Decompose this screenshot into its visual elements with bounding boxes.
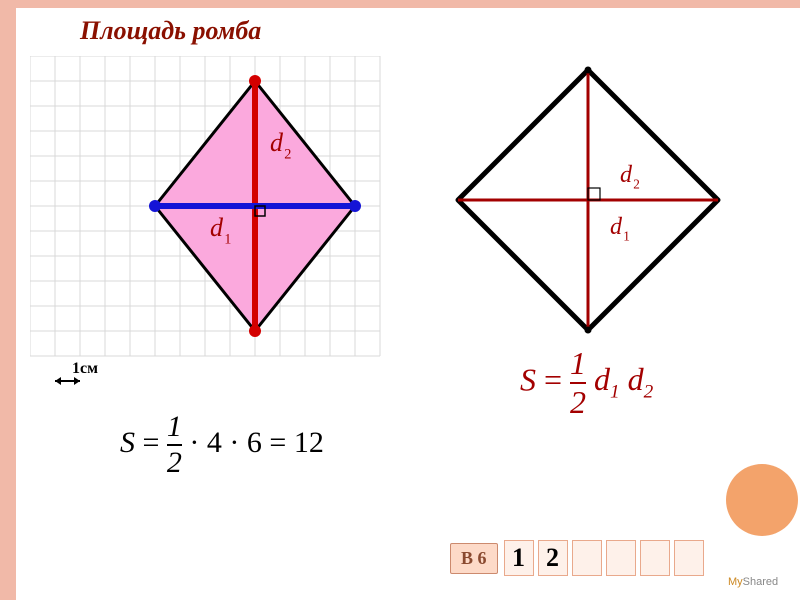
svg-text:1: 1 [224,231,231,247]
accent-leftbar [0,0,16,600]
formula-numeric: S = 1 2 · 4 · 6 = 12 [120,410,324,480]
g-fraction-den: 2 [570,382,586,421]
formula-g-d2: d2 [628,361,654,397]
svg-text:1: 1 [623,229,630,244]
formula-fraction: 1 2 [167,410,182,480]
fraction-num: 1 [167,410,182,444]
watermark-my: My [728,576,743,588]
page-title: Площадь ромба [80,16,261,46]
formula-tail: · 4 · 6 = 12 [189,426,323,459]
accent-topbar [0,0,800,8]
g-d1: d [594,361,610,397]
watermark-shared: Shared [743,576,778,588]
formula-general: S = 1 2 d1 d2 [520,345,653,421]
svg-text:2: 2 [633,177,640,192]
answer-cell[interactable]: 2 [538,540,568,576]
answer-cell[interactable] [640,540,670,576]
svg-text:d: d [270,128,284,157]
formula-g-eq: = [544,361,570,397]
svg-text:d: d [610,214,623,240]
grid-rhombus-diagram: d2d1 [30,56,384,360]
svg-text:d: d [620,162,633,188]
formula-eq: = [143,426,167,459]
formula-lhs: S [120,426,135,459]
answer-bar: В 6 12 [450,540,704,576]
answer-cell[interactable]: 1 [504,540,534,576]
sun-decoration [726,464,798,536]
answer-cells: 12 [504,540,704,576]
formula-g-d1: d1 [594,361,628,397]
scale-arrow [0,371,120,391]
g-fraction-num: 1 [570,345,586,382]
right-rhombus-diagram: d2d1 [448,60,728,340]
g-d2: d [628,361,644,397]
answer-cell[interactable] [572,540,602,576]
fraction-den: 2 [167,444,182,480]
formula-g-lhs: S [520,361,536,397]
watermark: MyShared [728,576,778,588]
formula-g-fraction: 1 2 [570,345,586,421]
answer-cell[interactable] [606,540,636,576]
answer-label[interactable]: В 6 [450,543,498,574]
answer-cell[interactable] [674,540,704,576]
svg-text:d: d [210,213,224,242]
g-d2-sub: 2 [644,382,654,403]
svg-text:2: 2 [284,146,291,162]
g-d1-sub: 1 [610,382,620,403]
